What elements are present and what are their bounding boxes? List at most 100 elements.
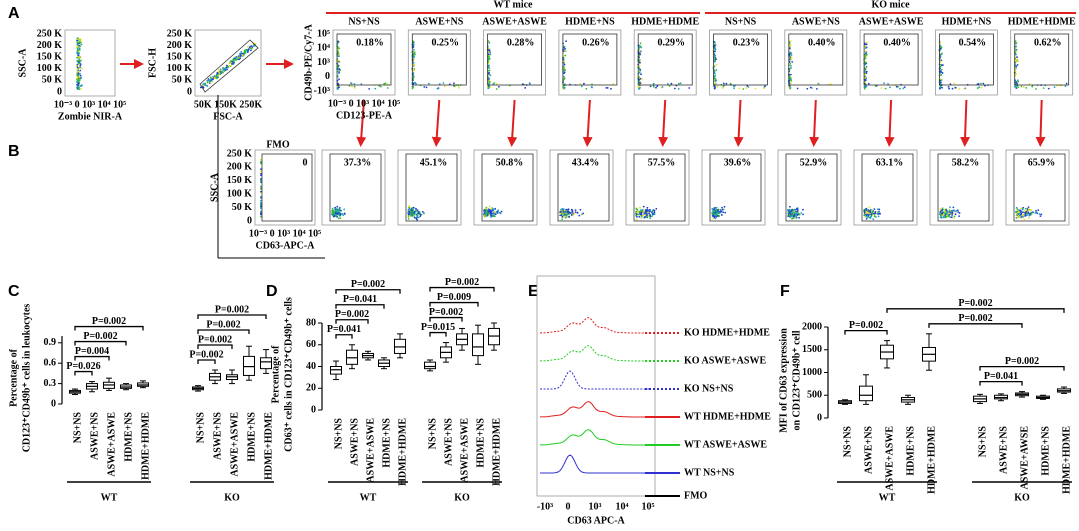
event-dot	[649, 209, 651, 211]
arrow	[658, 99, 669, 147]
event-dot	[1019, 209, 1022, 212]
event-dot	[939, 208, 942, 211]
event-dot	[414, 53, 416, 56]
group-label: KO	[224, 492, 240, 503]
event-dot	[876, 208, 879, 211]
event-dot	[260, 188, 262, 190]
event-dot	[1038, 213, 1041, 216]
event-dot	[637, 213, 639, 216]
event-dot	[747, 86, 750, 88]
event-dot	[419, 213, 422, 216]
event-dot	[638, 65, 641, 68]
event-dot	[1024, 214, 1027, 217]
event-dot	[351, 85, 353, 88]
event-dot	[1024, 213, 1027, 215]
x-axis-label: CD63 APC-A	[567, 515, 625, 526]
event-dot	[499, 212, 502, 214]
event-dot	[1024, 207, 1027, 210]
event-dot	[1035, 88, 1037, 90]
event-dot	[651, 209, 654, 212]
event-dot	[869, 211, 872, 214]
event-dot	[863, 87, 866, 90]
event-dot	[723, 205, 726, 208]
condition-label: HDME+HDME	[631, 16, 699, 27]
event-dot	[579, 208, 582, 211]
event-dot	[796, 208, 799, 210]
event-dot	[76, 68, 79, 71]
event-dot	[939, 42, 942, 45]
event-dot	[207, 79, 209, 82]
event-dot	[715, 79, 718, 82]
event-dot	[612, 83, 615, 85]
x-tick-label: 0	[566, 501, 571, 512]
x-tick-label: HDME+HDME	[491, 418, 502, 486]
event-dot	[80, 59, 82, 62]
condition-label: HDME+NS	[565, 16, 615, 27]
event-dot	[655, 86, 657, 89]
event-dot	[637, 85, 640, 88]
plot-frame	[709, 29, 772, 96]
event-dot	[411, 212, 414, 215]
event-dot	[721, 214, 723, 216]
event-dot	[210, 77, 213, 80]
event-dot	[524, 87, 527, 89]
event-dot	[1028, 214, 1031, 217]
y-axis-label: CD123⁺CD49b⁺ cells in leukocytes	[21, 304, 32, 453]
event-dot	[790, 54, 793, 56]
event-dot	[219, 68, 222, 71]
event-dot	[260, 190, 262, 193]
y-tick-label: 0	[247, 215, 252, 226]
event-dot	[949, 213, 952, 216]
event-dot	[488, 65, 490, 67]
significance-bracket	[197, 314, 267, 319]
event-dot	[791, 208, 793, 211]
p-value: P=0.026	[66, 361, 100, 372]
y-axis-label: CD49b-PE/Cy7-A	[303, 23, 314, 100]
event-dot	[229, 60, 232, 62]
event-dot	[1036, 212, 1039, 215]
event-dot	[639, 87, 641, 89]
event-dot	[980, 82, 982, 85]
event-dot	[245, 50, 248, 52]
event-dot	[563, 77, 566, 80]
event-dot	[951, 214, 953, 216]
event-dot	[489, 74, 492, 77]
event-dot	[77, 56, 80, 58]
event-dot	[1017, 80, 1020, 83]
event-dot	[715, 69, 718, 71]
event-dot	[208, 80, 211, 83]
event-dot	[336, 205, 339, 208]
event-dot	[213, 75, 216, 77]
event-dot	[877, 211, 879, 214]
event-dot	[79, 77, 82, 80]
event-dot	[899, 87, 901, 90]
event-dot	[874, 212, 877, 215]
event-dot	[866, 41, 868, 44]
event-dot	[337, 46, 339, 48]
event-dot	[802, 213, 804, 216]
y-tick-label: 100 K	[167, 63, 193, 74]
event-dot	[76, 39, 78, 42]
event-dot	[492, 209, 494, 212]
event-dot	[493, 211, 496, 213]
event-dot	[260, 212, 262, 214]
event-dot	[713, 55, 716, 57]
event-dot	[865, 218, 868, 220]
event-dot	[416, 210, 419, 213]
event-dot	[76, 66, 79, 69]
event-dot	[713, 44, 716, 47]
event-dot	[260, 158, 262, 161]
event-dot	[864, 77, 867, 79]
event-dot	[407, 209, 410, 211]
event-dot	[674, 87, 676, 90]
event-dot	[76, 47, 79, 50]
event-dot	[250, 45, 253, 48]
event-dot	[636, 212, 639, 214]
event-dot	[494, 215, 496, 218]
event-dot	[656, 85, 659, 88]
p-value: P=0.041	[343, 294, 377, 305]
event-dot	[790, 65, 792, 67]
event-dot	[806, 87, 809, 90]
event-dot	[564, 49, 567, 52]
event-dot	[423, 86, 426, 88]
